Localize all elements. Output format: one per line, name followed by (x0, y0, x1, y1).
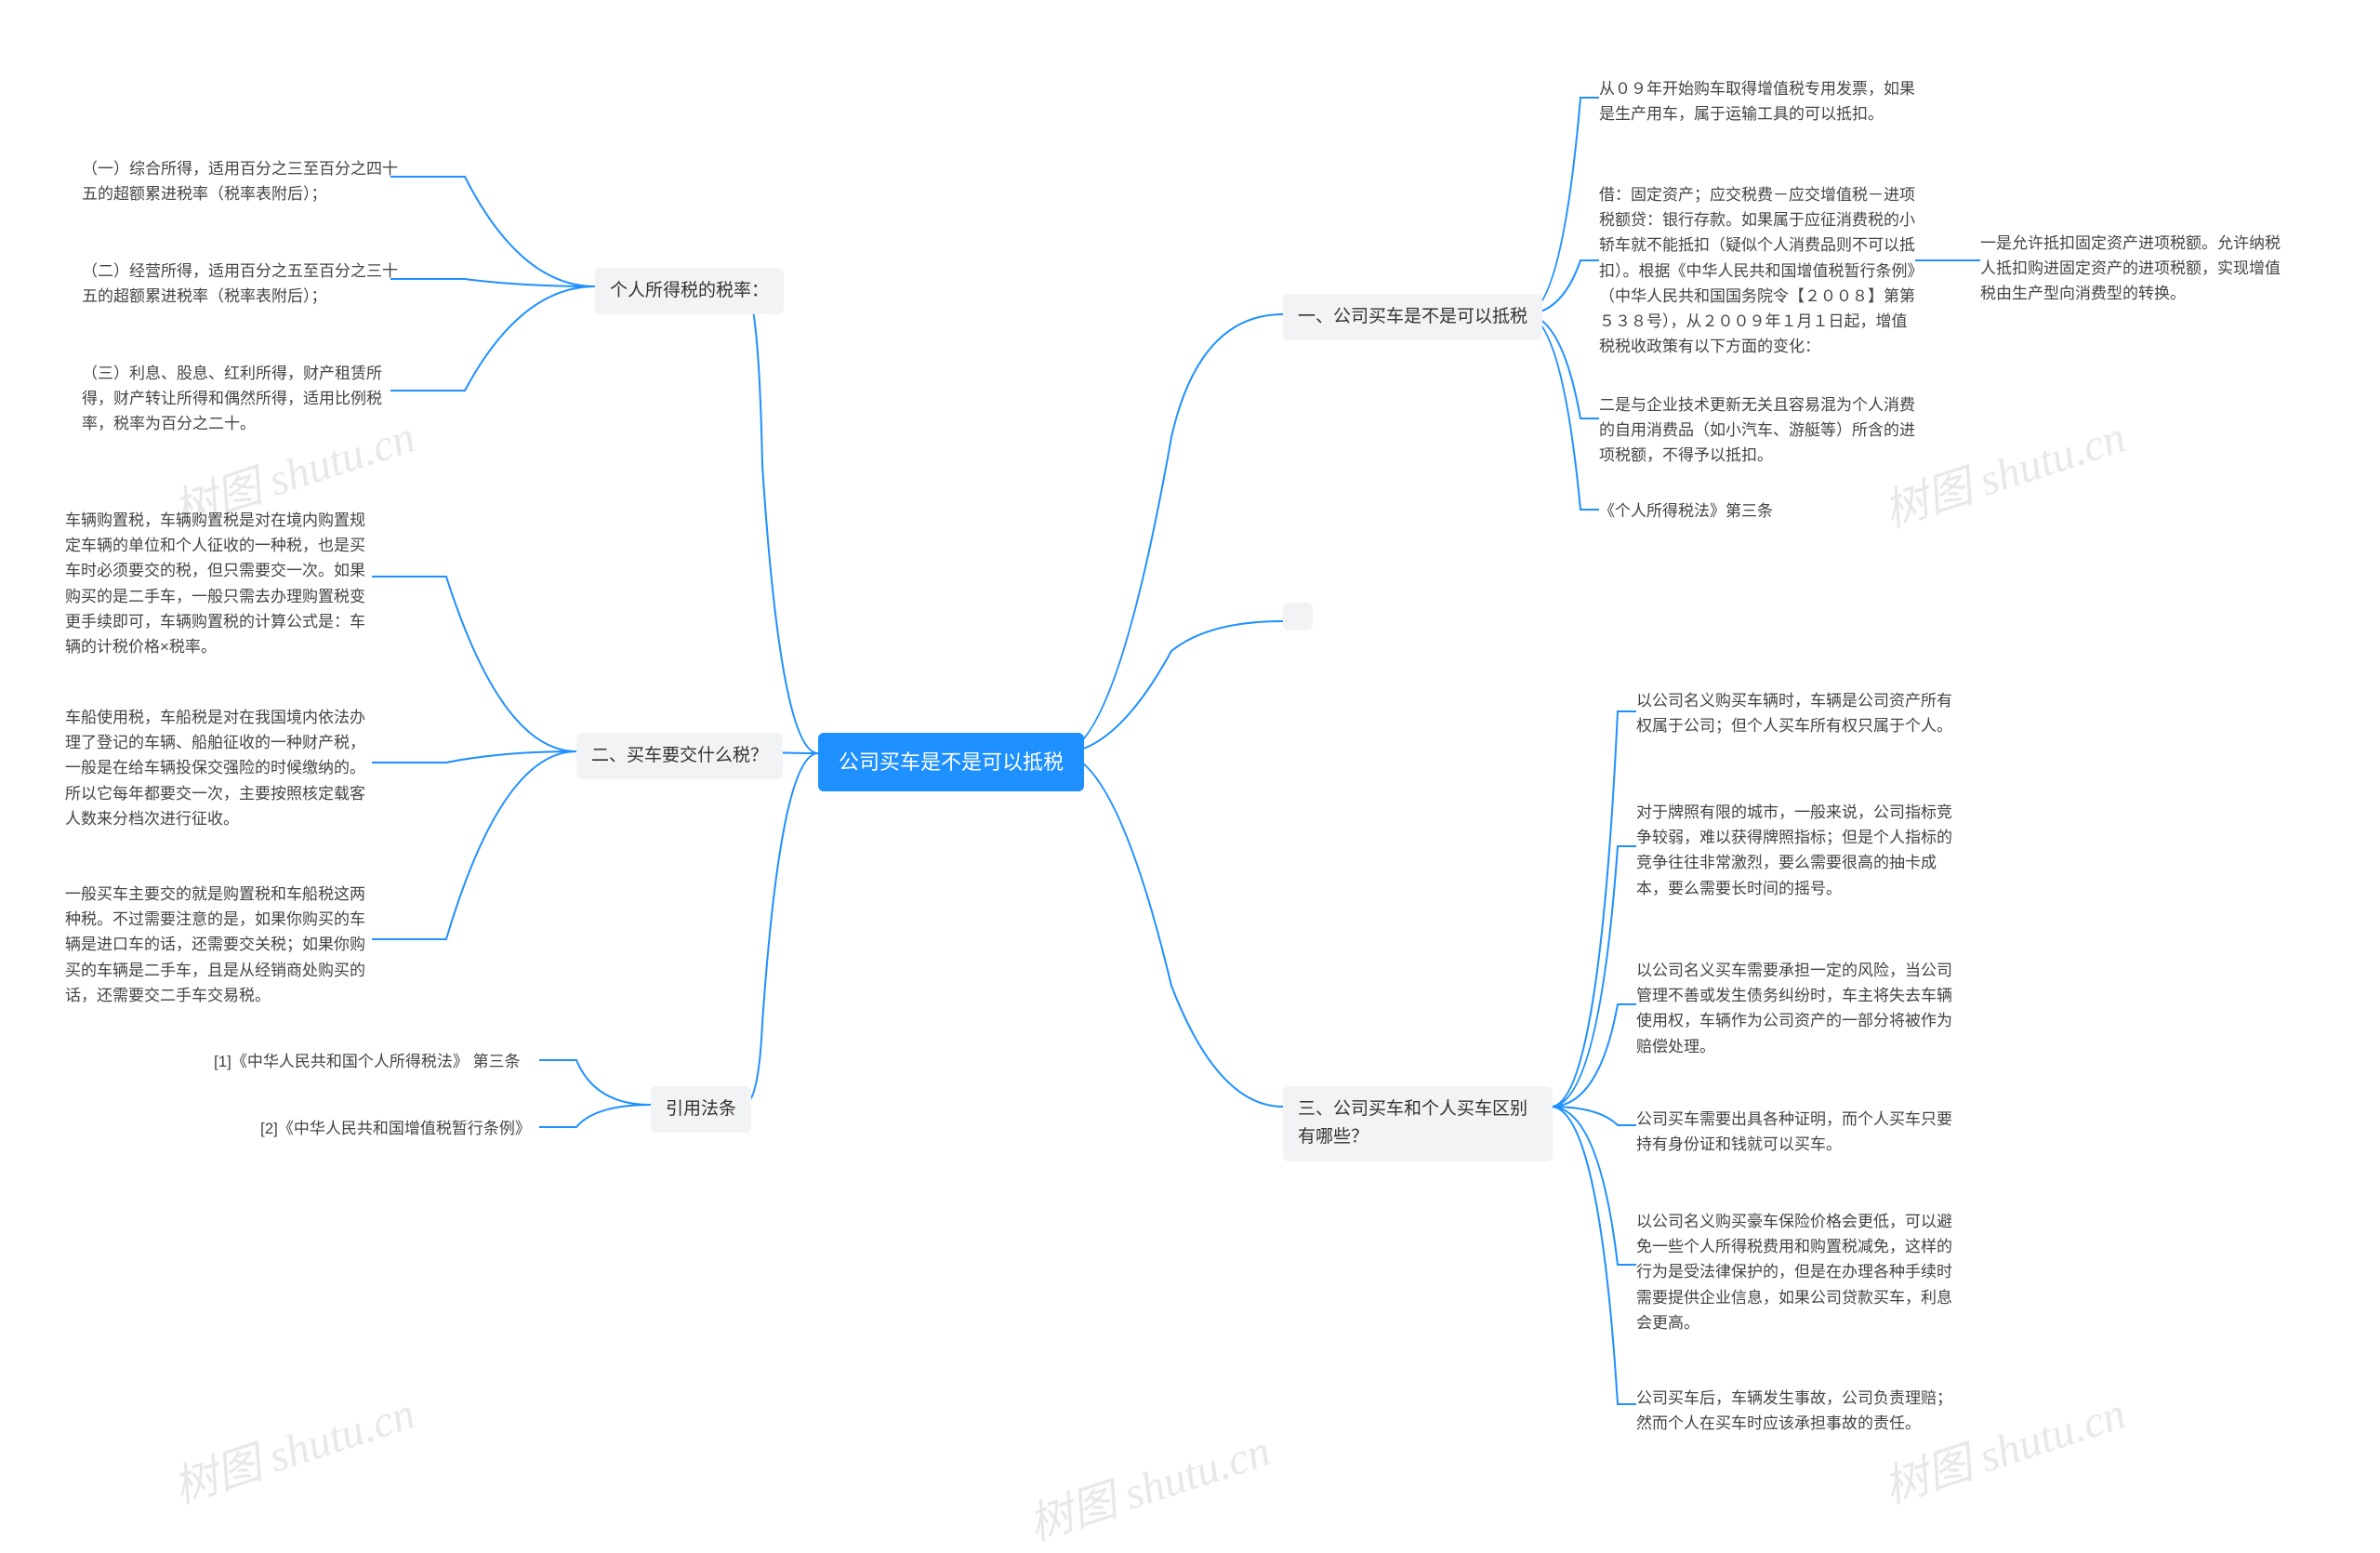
leaf: 车辆购置税，车辆购置税是对在境内购置规定车辆的单位和个人征收的一种税，也是买车时… (65, 508, 372, 659)
leaf: （二）经营所得，适用百分之五至百分之三十五的超额累进税率（税率表附后）； (82, 259, 398, 309)
leaf: 对于牌照有限的城市，一般来说，公司指标竞争较弱，难以获得牌照指标；但是个人指标的… (1636, 800, 1952, 901)
left-node-buy-tax[interactable]: 二、买车要交什么税？ (576, 733, 783, 779)
leaf: 公司买车后，车辆发生事故，公司负责理赔；然而个人在买车时应该承担事故的责任。 (1636, 1386, 1952, 1436)
left-node-tax-rate[interactable]: 个人所得税的税率： (595, 268, 784, 314)
leaf: （三）利息、股息、红利所得，财产租赁所得，财产转让所得和偶然所得，适用比例税率，… (82, 361, 398, 437)
left-node-references[interactable]: 引用法条 (651, 1086, 751, 1133)
right-node-diff[interactable]: 三、公司买车和个人买车区别有哪些？ (1283, 1086, 1553, 1161)
right-node-deduct[interactable]: 一、公司买车是不是可以抵税 (1283, 294, 1542, 340)
leaf: 一是允许抵扣固定资产进项税额。允许纳税人抵扣购进固定资产的进项税额，实现增值税由… (1980, 231, 2287, 307)
leaf: 一般买车主要交的就是购置税和车船税这两种税。不过需要注意的是，如果你购买的车辆是… (65, 882, 372, 1008)
leaf: [1]《中华人民共和国个人所得税法》 第三条 (214, 1049, 521, 1074)
leaf: 公司买车需要出具各种证明，而个人买车只要持有身份证和钱就可以买车。 (1636, 1107, 1952, 1157)
right-node-empty[interactable] (1283, 603, 1313, 630)
leaf: 车船使用税，车船税是对在我国境内依法办理了登记的车辆、船舶征收的一种财产税，一般… (65, 705, 372, 831)
root-node[interactable]: 公司买车是不是可以抵税 (818, 733, 1084, 791)
leaf: 借：固定资产；应交税费－应交增值税－进项税额贷：银行存款。如果属于应征消费税的小… (1599, 182, 1915, 359)
leaf: 从０９年开始购车取得增值税专用发票，如果是生产用车，属于运输工具的可以抵扣。 (1599, 76, 1915, 126)
watermark: 树图 shutu.cn (1019, 1414, 1277, 1553)
watermark: 树图 shutu.cn (164, 1376, 422, 1516)
leaf: 以公司名义购买豪车保险价格会更低，可以避免一些个人所得税费用和购置税减免，这样的… (1636, 1209, 1952, 1335)
leaf: 《个人所得税法》第三条 (1599, 498, 1773, 524)
leaf: 以公司名义购买车辆时，车辆是公司资产所有权属于公司；但个人买车所有权只属于个人。 (1636, 688, 1952, 738)
leaf: [2]《中华人民共和国增值税暂行条例》 (260, 1116, 531, 1141)
leaf: 二是与企业技术更新无关且容易混为个人消费的自用消费品（如小汽车、游艇等）所含的进… (1599, 392, 1915, 469)
leaf: 以公司名义买车需要承担一定的风险，当公司管理不善或发生债务纠纷时，车主将失去车辆… (1636, 958, 1952, 1059)
leaf: （一）综合所得，适用百分之三至百分之四十五的超额累进税率（税率表附后）； (82, 156, 398, 206)
